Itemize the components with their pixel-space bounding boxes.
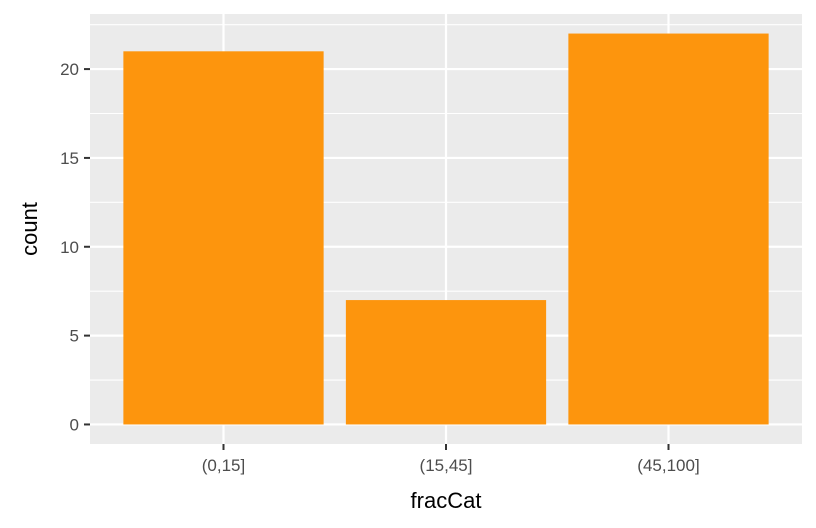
x-tick-label: (15,45] <box>420 456 473 475</box>
y-tick-label: 10 <box>60 238 79 257</box>
y-tick-label: 20 <box>60 60 79 79</box>
x-tick-label: (45,100] <box>637 456 699 475</box>
x-axis-title: fracCat <box>411 488 482 513</box>
bar <box>123 51 324 425</box>
bar <box>568 33 769 425</box>
y-tick-label: 5 <box>70 327 79 346</box>
x-axis-ticks: (0,15] (15,45] (45,100] <box>202 444 700 475</box>
x-tick-label: (0,15] <box>202 456 245 475</box>
bars <box>123 33 769 425</box>
bar <box>345 300 547 425</box>
y-axis-ticks: 0 5 10 15 20 <box>60 60 90 434</box>
y-axis-title: count <box>17 202 42 256</box>
y-tick-label: 15 <box>60 149 79 168</box>
y-tick-label: 0 <box>70 415 79 434</box>
